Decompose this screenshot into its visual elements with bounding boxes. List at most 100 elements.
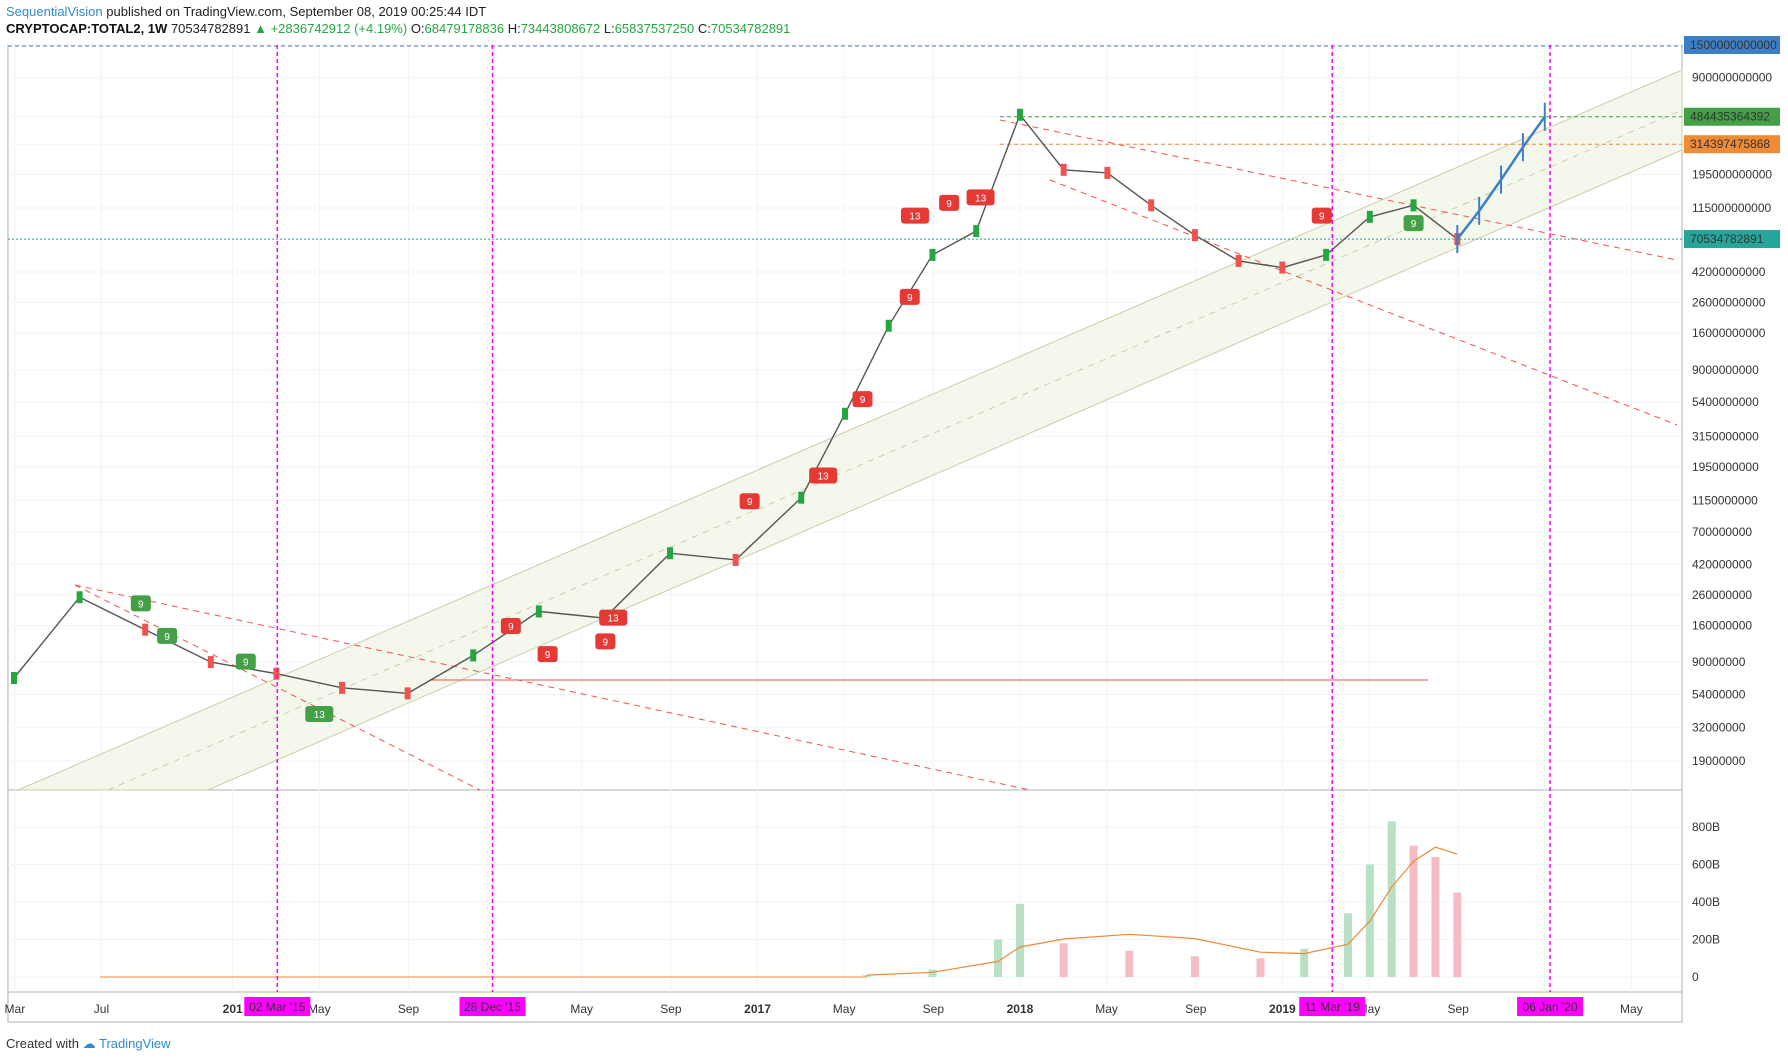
volume-bar — [1431, 857, 1440, 977]
price-tick-label: 42000000000 — [1692, 265, 1766, 279]
price-tick-label: 16000000000 — [1692, 326, 1766, 340]
price-candle — [973, 225, 980, 238]
demark-count-label: 9 — [860, 395, 866, 406]
time-tick-label: 2018 — [1007, 1002, 1034, 1016]
volume-bar — [1387, 821, 1396, 977]
symbol-name: CRYPTOCAP:TOTAL2, 1W — [6, 21, 168, 36]
price-tick-label: 115000000000 — [1692, 201, 1772, 215]
demark-count-label: 9 — [1411, 219, 1417, 230]
demark-count-box — [130, 595, 151, 612]
price-candle — [207, 656, 214, 669]
tradingview-brand[interactable]: TradingView — [99, 1036, 171, 1051]
demark-count-box — [739, 493, 760, 510]
price-candle — [1323, 248, 1330, 261]
price-tick-label: 900000000000 — [1692, 70, 1772, 84]
price-candle — [1410, 199, 1417, 212]
demark-count-label: 9 — [545, 650, 551, 661]
volume-bar — [1190, 956, 1199, 977]
price-series-line — [13, 113, 1458, 695]
price-candle — [1016, 108, 1023, 121]
support-price-label-box — [1684, 135, 1780, 154]
price-tick-label: 54000000 — [1692, 688, 1746, 702]
demark-count-box — [500, 618, 521, 635]
price-tick-label: 32000000 — [1692, 721, 1746, 735]
top-price-label-box — [1684, 36, 1780, 54]
volume-bar — [994, 939, 1003, 977]
event-marker-label: 02 Mar '15 — [249, 1000, 306, 1014]
low-label: L: — [603, 21, 615, 36]
author-link[interactable]: SequentialVision — [6, 4, 103, 19]
time-tick-label: May — [1095, 1002, 1118, 1016]
demark-count-box — [305, 706, 334, 723]
demark-count-label: 9 — [946, 199, 952, 210]
volume-bar — [1256, 958, 1265, 977]
downtrend-line — [1049, 179, 1678, 426]
volume-bar — [1125, 950, 1134, 977]
demark-count-box — [966, 189, 995, 206]
price-candle — [339, 681, 346, 694]
downtrend-line — [74, 584, 481, 791]
support-price-label: 314397475868 — [1690, 137, 1770, 151]
price-candle — [404, 687, 411, 700]
price-candle — [142, 623, 149, 636]
downtrend-line — [74, 584, 1031, 791]
price-candle — [1279, 261, 1286, 274]
time-tick-label: May — [308, 1002, 331, 1016]
price-candle — [1366, 210, 1373, 223]
resistance-price-label: 484435364392 — [1690, 110, 1770, 124]
volume-bar — [928, 969, 937, 977]
price-tick-label: 195000000000 — [1692, 168, 1772, 182]
open-label: O: — [410, 21, 425, 36]
price-candle — [535, 605, 542, 618]
time-tick-label: Jul — [94, 1002, 109, 1016]
event-marker-box — [459, 997, 526, 1016]
volume-bar — [1015, 903, 1024, 977]
time-tick-label: Sep — [923, 1002, 945, 1016]
high-label: H: — [507, 21, 521, 36]
top-price-label: 1500000000000 — [1690, 38, 1777, 52]
price-tick-label: 9000000000 — [1692, 363, 1759, 377]
volume-bar — [1059, 943, 1068, 977]
volume-bar — [1343, 913, 1352, 977]
demark-count-label: 13 — [975, 193, 987, 204]
price-candle — [1235, 254, 1242, 267]
price-tick-label: 90000000 — [1692, 655, 1746, 669]
demark-count-label: 9 — [508, 622, 514, 633]
event-marker-box — [1517, 997, 1584, 1016]
volume-tick-label: 200B — [1692, 933, 1720, 947]
low-value: 65837537250 — [614, 21, 695, 36]
event-marker-box — [244, 997, 311, 1016]
price-tick-label: 1950000000 — [1692, 460, 1759, 474]
price-tick-label: 420000000 — [1692, 557, 1752, 571]
event-marker-box — [1299, 997, 1366, 1016]
price-tick-label: 260000000 — [1692, 588, 1752, 602]
demark-count-box — [595, 633, 616, 650]
demark-count-box — [1403, 215, 1424, 232]
price-tick-label: 1150000000 — [1692, 493, 1758, 507]
tradingview-logo-icon: ☁ — [82, 1036, 96, 1051]
resistance-price-label-box — [1684, 107, 1780, 126]
time-tick-label: Sep — [398, 1002, 420, 1016]
time-tick-label: May — [833, 1002, 856, 1016]
price-change: ▲ +2836742912 (+4.19%) — [254, 21, 408, 36]
time-tick-label: May — [1620, 1002, 1643, 1016]
demark-count-box — [1311, 207, 1332, 224]
time-tick-label: 2019 — [1269, 1002, 1296, 1016]
price-tick-label: 19000000 — [1692, 754, 1746, 768]
close-value: 70534782891 — [710, 21, 791, 36]
demark-count-box — [809, 467, 838, 484]
demark-count-label: 9 — [164, 632, 170, 643]
time-tick-label: May — [570, 1002, 593, 1016]
demark-count-label: 9 — [1319, 212, 1325, 223]
price-candle — [732, 553, 739, 566]
price-candle — [470, 649, 477, 662]
demark-count-label: 9 — [243, 658, 249, 669]
demark-count-box — [235, 653, 256, 670]
time-tick-label: Sep — [1185, 1002, 1207, 1016]
demark-count-label: 13 — [314, 710, 326, 721]
created-with-text: Created with — [6, 1036, 79, 1051]
published-text: published on TradingView.com, September … — [106, 4, 487, 19]
open-value: 68479178836 — [424, 21, 505, 36]
price-tick-label: 5400000000 — [1692, 395, 1759, 409]
